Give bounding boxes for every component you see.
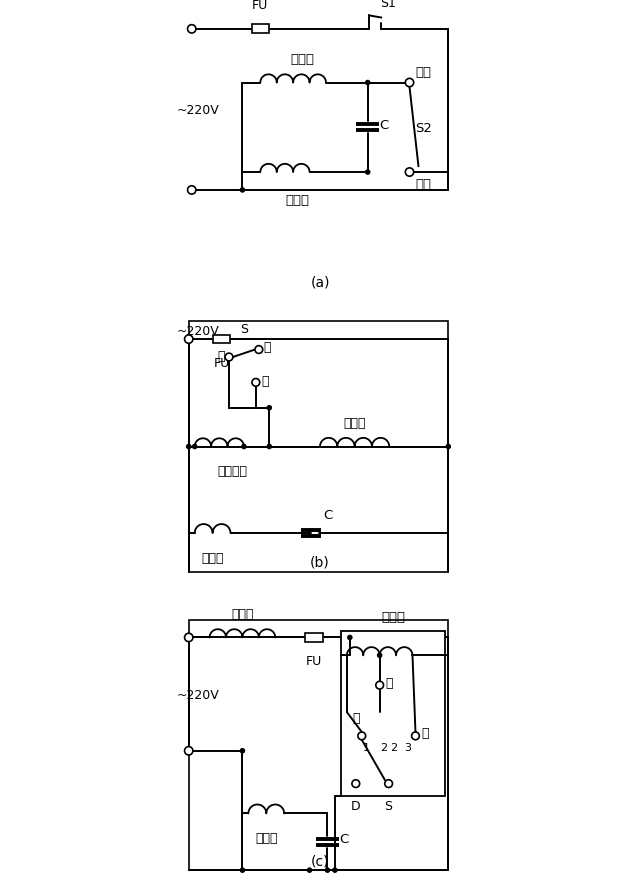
Circle shape [241, 189, 244, 193]
Text: 中: 中 [386, 676, 393, 689]
Circle shape [187, 445, 191, 449]
Text: C: C [380, 119, 389, 131]
Text: C: C [323, 509, 332, 521]
Text: 高: 高 [352, 711, 360, 724]
Circle shape [405, 80, 413, 88]
FancyBboxPatch shape [189, 322, 448, 572]
Text: (b): (b) [310, 555, 330, 569]
Text: 3: 3 [404, 742, 411, 752]
Text: 副绕组: 副绕组 [285, 194, 310, 207]
Text: FU: FU [252, 0, 268, 12]
Circle shape [412, 732, 419, 740]
Text: (a): (a) [310, 275, 330, 289]
Circle shape [358, 732, 365, 740]
Text: S: S [240, 322, 248, 335]
Circle shape [348, 636, 352, 640]
Circle shape [365, 81, 370, 86]
Text: 高: 高 [263, 341, 271, 354]
Text: 正转: 正转 [415, 66, 431, 79]
Text: 辅助绕组: 辅助绕组 [217, 465, 247, 478]
Circle shape [376, 681, 383, 689]
Text: 主绕组: 主绕组 [231, 607, 253, 620]
Circle shape [267, 406, 271, 410]
Text: FU: FU [213, 356, 230, 369]
Circle shape [385, 780, 392, 788]
Text: 低: 低 [421, 727, 429, 739]
Circle shape [184, 634, 193, 642]
Bar [252, 25, 269, 34]
Text: S1: S1 [380, 0, 396, 11]
Bar [341, 632, 445, 796]
Circle shape [193, 445, 196, 449]
Circle shape [255, 346, 263, 354]
Text: (c): (c) [311, 853, 329, 867]
Text: 副绕组: 副绕组 [255, 831, 278, 845]
Text: 反转: 反转 [415, 177, 431, 190]
Circle shape [252, 379, 260, 387]
Circle shape [365, 171, 370, 175]
Circle shape [188, 26, 196, 34]
Text: 1: 1 [364, 742, 371, 752]
Circle shape [352, 780, 360, 788]
Text: 2: 2 [380, 742, 387, 752]
Text: D: D [351, 798, 360, 812]
Circle shape [325, 868, 330, 873]
Circle shape [307, 868, 312, 873]
Text: C: C [339, 832, 349, 846]
Text: 副绕组: 副绕组 [202, 552, 224, 564]
Text: ~220V: ~220V [177, 687, 220, 701]
Text: ~220V: ~220V [177, 325, 220, 337]
Bar [305, 634, 323, 642]
Text: FU: FU [306, 654, 322, 667]
Circle shape [241, 749, 244, 753]
Circle shape [267, 445, 271, 449]
Circle shape [241, 868, 244, 873]
Circle shape [405, 169, 413, 177]
Circle shape [333, 868, 337, 873]
Text: 主绕组: 主绕组 [343, 416, 366, 429]
Circle shape [184, 746, 193, 755]
Circle shape [446, 445, 451, 449]
Circle shape [184, 335, 193, 344]
Text: 低: 低 [217, 350, 225, 363]
Circle shape [242, 445, 246, 449]
Circle shape [378, 654, 381, 658]
Circle shape [225, 354, 233, 361]
Text: 中: 中 [261, 375, 269, 388]
Text: S2: S2 [415, 122, 433, 135]
Text: ~220V: ~220V [177, 104, 220, 117]
Text: 主绕组: 主绕组 [290, 53, 314, 65]
Text: 2: 2 [390, 742, 397, 752]
Text: S: S [385, 798, 392, 812]
FancyBboxPatch shape [189, 620, 448, 870]
Text: 电抗器: 电抗器 [381, 610, 405, 623]
Circle shape [188, 187, 196, 195]
Bar [213, 335, 230, 344]
